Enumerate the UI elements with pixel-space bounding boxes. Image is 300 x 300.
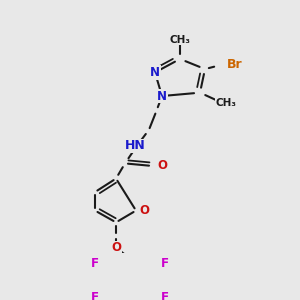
Text: CH₃: CH₃: [215, 98, 236, 108]
Text: O: O: [157, 159, 167, 172]
Text: Br: Br: [227, 58, 243, 70]
Text: F: F: [160, 257, 169, 270]
Text: F: F: [160, 291, 169, 300]
Text: F: F: [92, 291, 99, 300]
Text: F: F: [92, 257, 99, 270]
Text: N: N: [150, 66, 160, 79]
Text: HN: HN: [124, 139, 146, 152]
Text: O: O: [139, 204, 149, 217]
Text: O: O: [111, 241, 121, 254]
Text: N: N: [157, 89, 167, 103]
Text: CH₃: CH₃: [169, 34, 190, 45]
